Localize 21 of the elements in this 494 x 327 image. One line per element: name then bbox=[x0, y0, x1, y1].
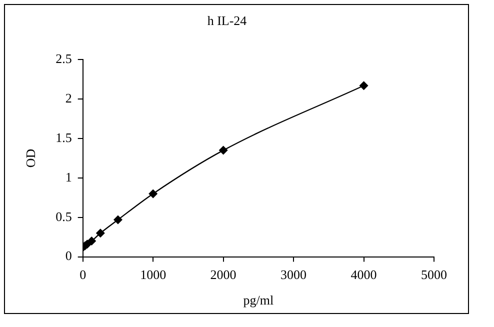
y-tick-label: 0.5 bbox=[56, 208, 72, 224]
x-tick-label: 1000 bbox=[140, 267, 166, 282]
x-tick-label: 5000 bbox=[421, 267, 447, 282]
y-tick-label: 2.5 bbox=[56, 51, 72, 66]
point bbox=[96, 228, 105, 238]
y-tick-label: 2 bbox=[65, 90, 72, 106]
x-axis-title: pg/ml bbox=[243, 292, 274, 308]
x-tick-label: 0 bbox=[80, 267, 86, 282]
point bbox=[148, 189, 158, 198]
x-tick-label: 4000 bbox=[350, 267, 377, 282]
x-tick-label: 2000 bbox=[210, 267, 236, 282]
point bbox=[359, 81, 368, 90]
point bbox=[87, 236, 96, 246]
y-tick-label: 1.5 bbox=[56, 130, 72, 145]
chart-title: h IL-24 bbox=[207, 13, 248, 28]
y-tick-label: 0 bbox=[65, 248, 72, 264]
point bbox=[113, 215, 122, 224]
x-tick-label: 3000 bbox=[280, 267, 307, 282]
y-axis-title: OD bbox=[23, 148, 38, 168]
y-tick-label: 1 bbox=[65, 169, 72, 184]
point bbox=[218, 146, 228, 155]
